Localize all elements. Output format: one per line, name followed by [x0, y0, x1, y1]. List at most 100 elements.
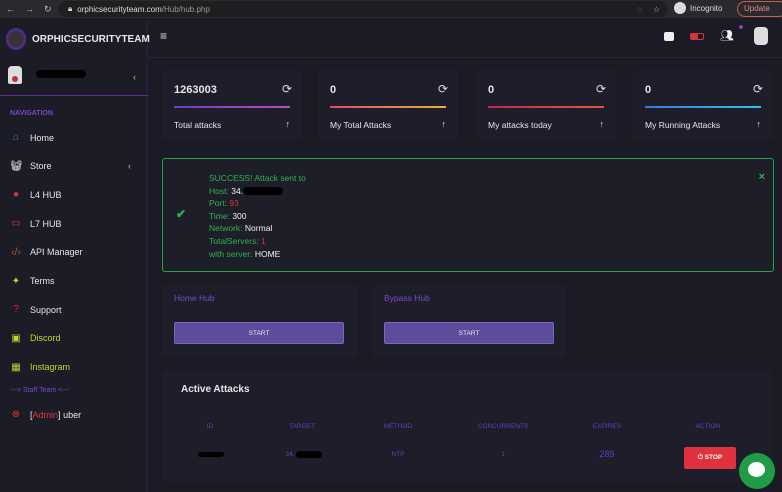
concurrents-cell: 1	[501, 451, 505, 458]
stat-card: 1263003 ⟳ Total attacks ↑	[162, 70, 302, 140]
hub-title: Home Hub	[174, 293, 215, 303]
column-header-expires: EXPIRES	[592, 423, 622, 430]
stat-label: My attacks today	[488, 120, 552, 130]
refresh-icon[interactable]: ⟳	[437, 82, 448, 96]
gift-icon: ▦	[11, 361, 21, 373]
collapse-chevron-icon[interactable]: ‹	[133, 72, 136, 82]
address-bar[interactable]: 🔒︎ orphicsecurityteam.com/Hub/hub.php ◌ ☆	[58, 1, 668, 17]
arrow-up-icon: ↑	[441, 119, 447, 129]
expand-chevron-icon[interactable]: ‹	[128, 161, 131, 172]
sidebar-item-discord[interactable]: ▣ Discord	[10, 333, 61, 344]
sidebar-item-instagram[interactable]: ▦ Instagram	[10, 362, 70, 373]
sidebar-item-label: API Manager	[30, 247, 83, 258]
home-hub-card: Home Hub START	[162, 285, 358, 357]
discord-icon[interactable]	[664, 32, 674, 41]
staff-member[interactable]: ⊗ [Admin] uber	[10, 409, 81, 420]
check-icon: ✔	[176, 207, 187, 221]
staff-heading: ---> Staff Team <---	[10, 387, 70, 394]
stat-value: 1263003	[174, 84, 217, 96]
stat-card: 0 ⟳ My Total Attacks ↑	[318, 70, 458, 140]
chat-widget-button[interactable]	[739, 453, 775, 489]
update-button[interactable]: Update	[737, 1, 782, 17]
time-label: Time:	[209, 210, 230, 221]
browser-bar: ← → ↻ 🔒︎ orphicsecurityteam.com/Hub/hub.php…	[0, 0, 782, 18]
sidebar-item-api-manager[interactable]: ‹/› API Manager	[10, 247, 83, 258]
star-icon[interactable]: ☆	[652, 4, 660, 14]
stat-value: 0	[645, 84, 652, 96]
lock-icon: 🔒︎	[68, 4, 73, 13]
sidebar-item-terms[interactable]: ✦ Terms	[10, 276, 55, 287]
expires-cell: 289	[599, 449, 615, 459]
power-icon: ⏻	[697, 454, 705, 461]
close-alert-button[interactable]: ×	[758, 171, 765, 183]
brand[interactable]: ORPHICSECURITYTEAM	[6, 28, 150, 50]
brand-name: ORPHICSECURITYTEAM	[32, 33, 150, 45]
sidebar-item-label: Terms	[30, 276, 55, 286]
network-label: Network:	[209, 223, 243, 234]
redacted-host	[243, 187, 284, 196]
port-label: Port:	[209, 198, 227, 209]
incognito-label: Incognito	[690, 3, 723, 13]
active-attacks-title: Active Attacks	[181, 384, 250, 395]
method-cell: NTP	[391, 451, 405, 458]
alert-details: SUCCESS! Attack sent to Host: 34. Port: …	[209, 172, 306, 260]
sidebar-item-l4-hub[interactable]: ● L4 HUB	[10, 189, 62, 200]
hamburger-menu-icon[interactable]: ≡	[160, 29, 168, 43]
eye-off-icon[interactable]: ◌	[637, 4, 642, 14]
sidebar-item-support[interactable]: ? Support	[10, 304, 62, 316]
profile-avatar[interactable]	[754, 27, 768, 45]
bracket: ]	[58, 409, 61, 420]
x-circle-icon: ⊗	[11, 409, 21, 420]
reload-icon[interactable]: ↻	[44, 3, 52, 14]
stop-button[interactable]: ⏻ STOP	[684, 447, 736, 469]
basket-icon: 🧺︎	[10, 160, 23, 172]
sidebar-item-home[interactable]: ⌂ Home	[10, 132, 54, 143]
incognito-icon	[674, 2, 686, 14]
battery-icon[interactable]	[690, 33, 704, 40]
stat-value: 0	[488, 84, 495, 96]
forward-icon[interactable]: →	[25, 3, 34, 14]
users-icon[interactable]: 👥︎	[720, 30, 734, 42]
hub-title: Bypass Hub	[384, 293, 430, 303]
sidebar-item-l7-hub[interactable]: ▭ L7 HUB	[10, 218, 61, 230]
sidebar-item-label: Home	[30, 132, 55, 143]
battery-icon: ▭	[11, 218, 21, 230]
back-icon[interactable]: ←	[6, 3, 15, 14]
stat-bar	[174, 106, 290, 108]
success-alert: ✔ SUCCESS! Attack sent to Host: 34. Port…	[162, 158, 774, 272]
sidebar-item-label: Instagram	[30, 362, 71, 373]
notification-dot	[739, 25, 743, 29]
home-icon: ⌂	[12, 132, 20, 143]
arrow-up-icon: ↑	[599, 119, 605, 129]
arrow-up-icon: ↑	[285, 119, 291, 129]
sidebar-item-label: Discord	[30, 333, 61, 344]
column-header-target: TARGET	[289, 423, 315, 430]
stat-bar	[330, 106, 446, 108]
refresh-icon[interactable]: ⟳	[752, 82, 763, 96]
home-hub-start-button[interactable]: START	[174, 322, 344, 344]
incognito-badge[interactable]: Incognito	[674, 2, 722, 14]
stop-label: STOP	[704, 454, 723, 461]
network-value: Normal	[244, 223, 273, 234]
sidebar-item-label: Store	[30, 161, 52, 172]
sidebar-item-store[interactable]: 🧺︎ Store ‹	[10, 160, 131, 172]
column-header-concurrents: CONCURRENTS	[477, 423, 529, 430]
refresh-icon[interactable]: ⟳	[595, 82, 606, 96]
redacted-target	[296, 451, 322, 458]
logo-icon	[6, 28, 26, 50]
top-header: ≡ 👥︎	[148, 18, 782, 58]
server-label: with server:	[209, 248, 253, 259]
url-domain: orphicsecurityteam.com	[77, 4, 162, 14]
sidebar-item-label: Support	[30, 304, 62, 315]
refresh-icon[interactable]: ⟳	[281, 82, 292, 96]
bypass-hub-start-button[interactable]: START	[384, 322, 554, 344]
port-value: 93	[229, 198, 239, 209]
server-value: HOME	[254, 248, 281, 259]
servers-value: 1	[260, 235, 266, 246]
staff-label: [Admin] uber	[30, 410, 81, 420]
stat-label: My Running Attacks	[645, 120, 721, 130]
time-value: 300	[232, 210, 247, 221]
alert-title: SUCCESS! Attack sent to	[209, 173, 306, 183]
question-icon: ?	[13, 304, 19, 316]
staff-name: uber	[63, 409, 82, 420]
